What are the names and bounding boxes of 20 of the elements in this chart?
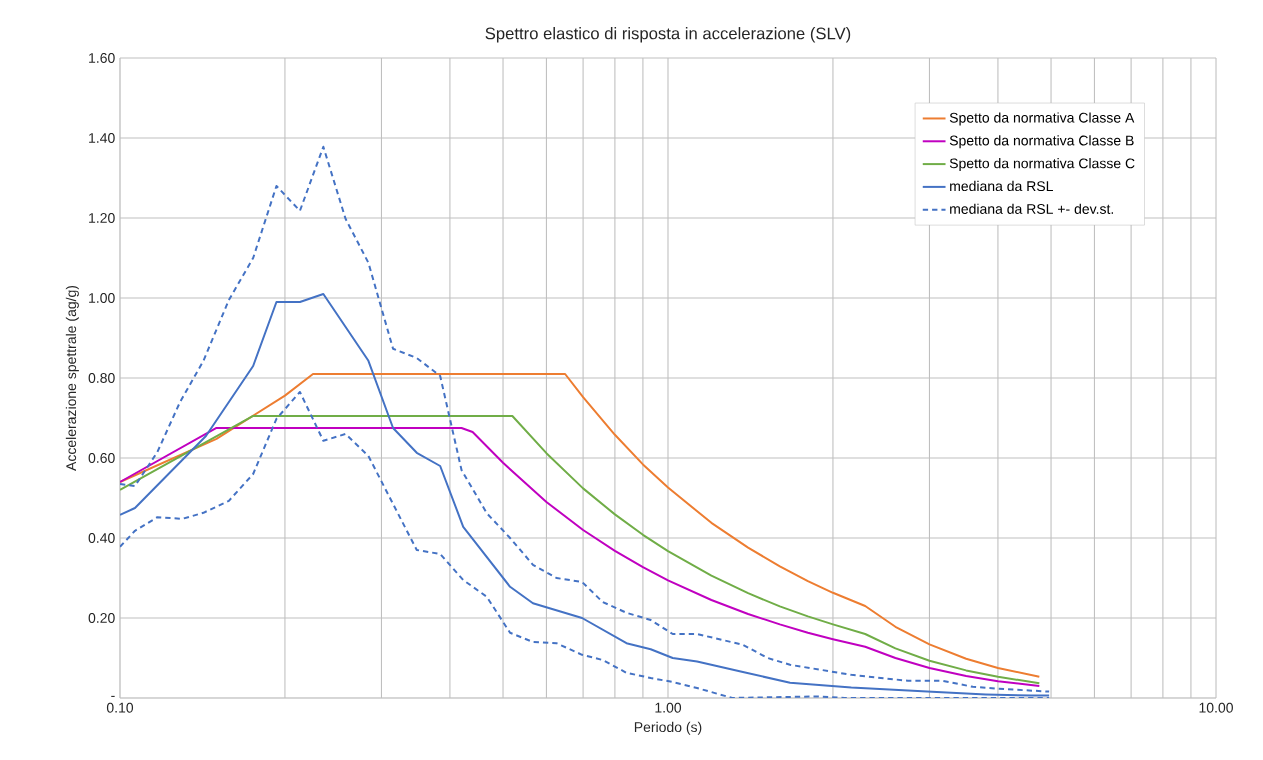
legend-label: Spetto da normativa Classe B (949, 135, 1134, 149)
x-tick-label: 1.00 (655, 702, 682, 713)
legend-label: Spetto da normativa Classe A (949, 112, 1135, 126)
legend-label: mediana da RSL (950, 180, 1053, 192)
y-tick-label: 0.60 (88, 453, 115, 463)
y-tick-label: 1.00 (89, 293, 115, 303)
chart-title: Spettro elastico di risposta in accelerazione (SLV) (485, 27, 851, 43)
x-tick-label: 0.10 (106, 702, 134, 713)
y-tick-label: 0.80 (88, 373, 115, 383)
y-tick-label: 0.40 (88, 533, 115, 543)
x-axis-title: Periodo (s) (634, 721, 702, 735)
x-tick-label: 10.00 (1199, 702, 1233, 713)
y-tick-label: 0.20 (88, 613, 115, 623)
y-tick-label: - (111, 695, 115, 697)
legend-label: Spetto da normativa Classe C (949, 158, 1135, 172)
legend-label: mediana da RSL +- dev.st. (950, 203, 1114, 214)
y-axis-title: Accelerazione spettrale (ag/g) (65, 285, 79, 471)
y-tick-label: 1.20 (89, 213, 115, 223)
y-tick-label: 1.40 (89, 133, 115, 143)
y-tick-label: 1.60 (89, 53, 115, 63)
